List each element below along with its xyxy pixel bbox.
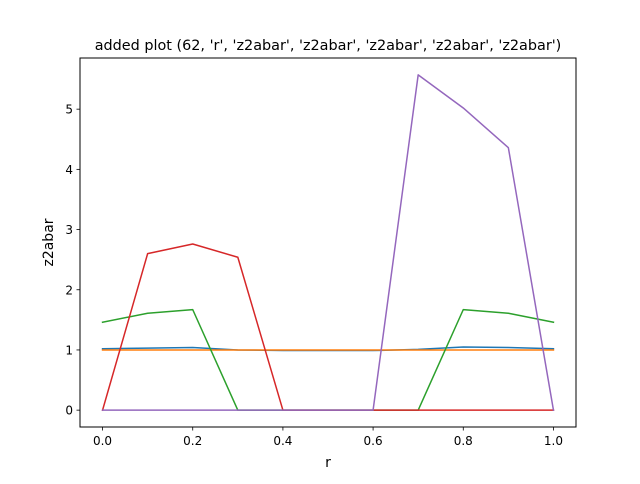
y-tick-label: 0	[65, 404, 73, 418]
x-tick-label: 0.2	[183, 434, 202, 448]
x-tick-label: 0.0	[93, 434, 112, 448]
x-tick-label: 0.6	[364, 434, 383, 448]
series-layer	[101, 74, 555, 412]
x-tick-label: 0.8	[454, 434, 473, 448]
y-axis-label: z2abar	[41, 218, 57, 266]
x-axis-label: r	[325, 455, 331, 471]
x-axis-ticks: 0.0 0.2 0.4 0.6 0.8 1.0	[93, 427, 563, 448]
y-axis-ticks: 0 1 2 3 4 5	[65, 103, 80, 418]
chart-title: added plot (62, 'r', 'z2abar', 'z2abar',…	[95, 38, 562, 54]
series-line-5	[101, 74, 555, 412]
x-tick-label: 0.4	[273, 434, 292, 448]
x-tick-label: 1.0	[544, 434, 563, 448]
y-tick-label: 1	[65, 343, 73, 357]
y-tick-label: 4	[65, 163, 73, 177]
plot-frame	[79, 57, 577, 428]
y-tick-label: 2	[65, 283, 73, 297]
y-tick-label: 5	[65, 103, 73, 117]
y-tick-label: 3	[65, 223, 73, 237]
